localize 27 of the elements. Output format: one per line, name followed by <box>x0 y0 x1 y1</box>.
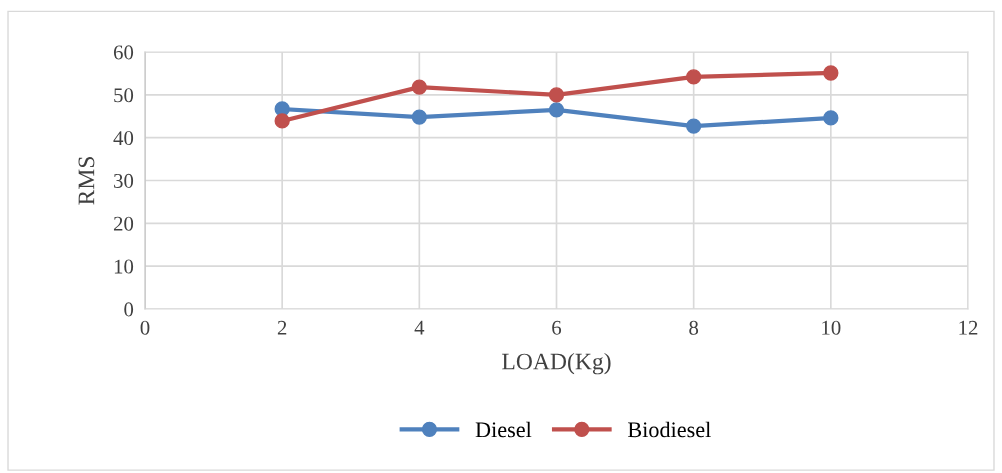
point <box>686 118 702 134</box>
y-tick-label: 60 <box>113 45 134 60</box>
x-tick-label: 8 <box>689 320 699 335</box>
point <box>411 79 427 95</box>
x-tick-label: 10 <box>822 320 841 335</box>
point <box>686 69 702 85</box>
point <box>411 109 427 125</box>
x-tick-label: 12 <box>959 320 978 335</box>
x-tick-label: 6 <box>552 320 562 335</box>
point <box>548 87 565 103</box>
x-tick-label: 0 <box>140 320 150 335</box>
point <box>823 110 839 126</box>
y-tick-label: 30 <box>114 173 134 188</box>
y-tick-label: 50 <box>114 88 134 103</box>
point <box>823 65 839 81</box>
point <box>274 113 290 129</box>
x-tick-label: 2 <box>277 320 287 335</box>
y-axis-title: RMS <box>78 157 95 205</box>
x-tick-label: 4 <box>414 320 425 335</box>
x-axis-title: LOAD(Kg) <box>502 352 611 375</box>
legend-label: Diesel <box>475 421 532 438</box>
legend-label: Biodiesel <box>628 421 711 438</box>
y-tick-label: 20 <box>113 216 134 231</box>
y-tick-label: 0 <box>124 302 134 317</box>
y-tick-label: 10 <box>114 259 134 274</box>
y-tick-label: 40 <box>113 131 134 146</box>
point <box>548 102 565 118</box>
